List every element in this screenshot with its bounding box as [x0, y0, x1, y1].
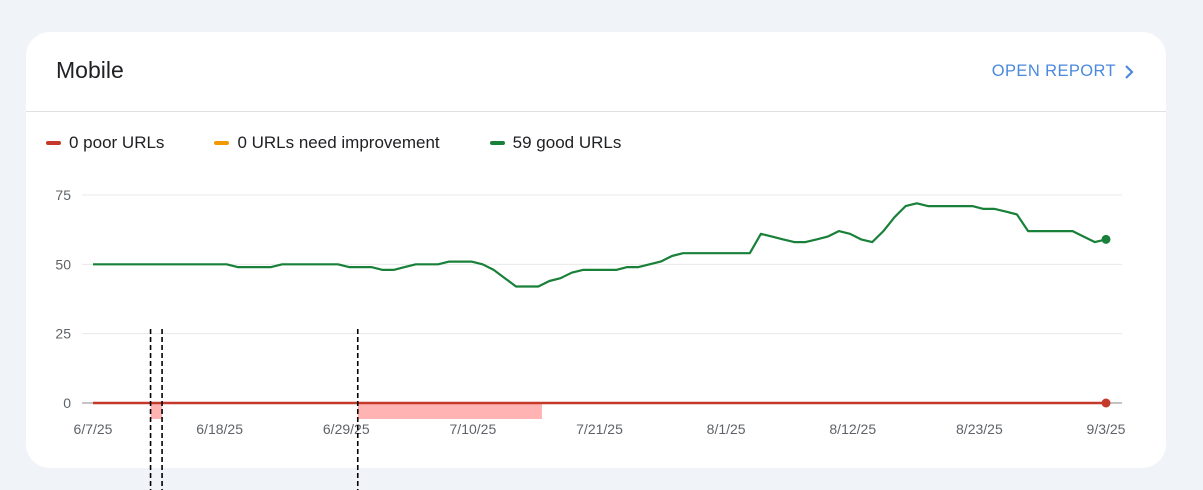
legend-label-poor: 0 poor URLs [69, 133, 165, 152]
legend-swatch-good [489, 141, 505, 145]
x-tick-label: 9/3/25 [1087, 421, 1126, 437]
legend-item-needs-improvement[interactable]: 0 URLs need improvement [214, 133, 440, 153]
annotation-band [357, 403, 542, 419]
x-tick-label: 6/29/25 [323, 421, 370, 437]
x-tick-label: 8/12/25 [829, 421, 876, 437]
chevron-right-icon [1124, 64, 1134, 80]
legend-item-good[interactable]: 59 good URLs [489, 133, 622, 153]
y-tick-label: 25 [55, 326, 71, 342]
y-tick-label: 75 [55, 187, 71, 203]
chart-legend: 0 poor URLs 0 URLs need improvement 59 g… [46, 133, 671, 153]
x-tick-label: 6/7/25 [74, 421, 113, 437]
open-report-button[interactable]: OPEN REPORT [992, 62, 1134, 81]
legend-swatch-needs-improvement [214, 141, 230, 145]
x-tick-label: 8/23/25 [956, 421, 1003, 437]
series-endpoint-poor [1101, 398, 1111, 408]
series-endpoint-good [1101, 234, 1111, 244]
y-tick-label: 50 [55, 256, 71, 272]
x-tick-label: 7/21/25 [576, 421, 623, 437]
annotation-band [150, 403, 163, 419]
legend-item-poor[interactable]: 0 poor URLs [46, 133, 164, 153]
legend-label-needs-improvement: 0 URLs need improvement [237, 133, 440, 152]
legend-label-good: 59 good URLs [512, 133, 622, 152]
open-report-label: OPEN REPORT [991, 62, 1116, 80]
x-tick-label: 6/18/25 [196, 421, 243, 437]
mobile-card: Mobile OPEN REPORT 0 poor URLs 0 URLs ne… [26, 32, 1166, 468]
x-tick-label: 8/1/25 [707, 421, 746, 437]
y-tick-label: 0 [63, 395, 71, 411]
legend-swatch-poor [46, 141, 61, 145]
series-line-good [93, 202, 1107, 288]
card-header: Mobile OPEN REPORT [26, 32, 1166, 112]
card-title: Mobile [56, 57, 124, 83]
x-tick-label: 7/10/25 [450, 421, 497, 437]
